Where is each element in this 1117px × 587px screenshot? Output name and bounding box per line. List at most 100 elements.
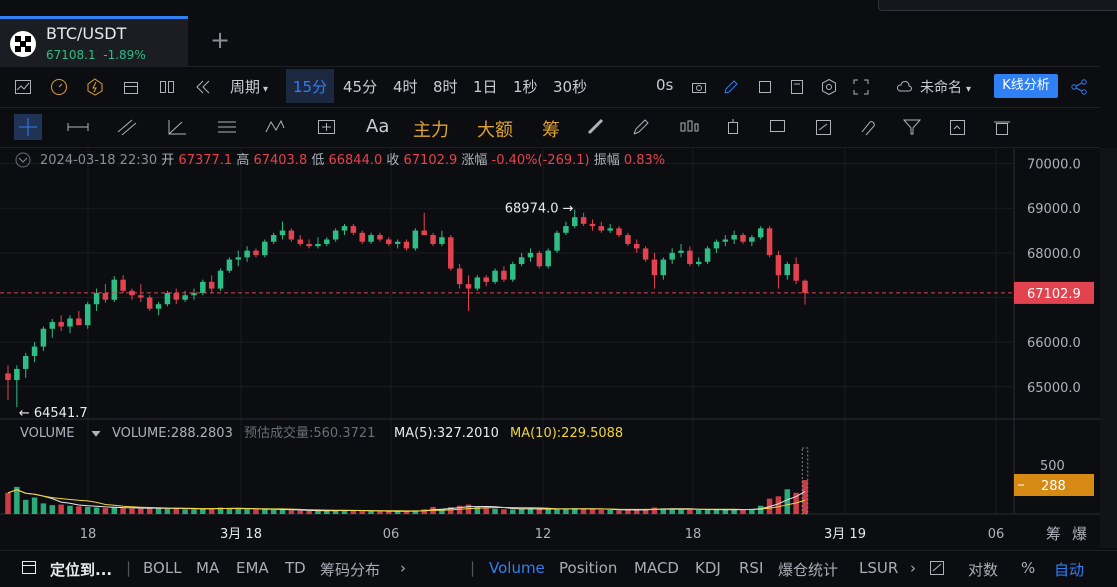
lightning-icon[interactable] <box>86 78 104 96</box>
candlestick-chart[interactable]: 70000.069000.068000.067000.066000.065000… <box>0 148 1100 548</box>
main-force-tool[interactable]: 主力 <box>413 120 449 141</box>
divider: | <box>470 559 476 577</box>
filter-icon[interactable] <box>902 118 922 136</box>
fullscreen-icon[interactable] <box>852 78 870 96</box>
candle-pattern-icon[interactable] <box>678 118 699 136</box>
sub-indicator-6[interactable]: LSUR <box>859 559 899 577</box>
candle-body <box>297 239 303 244</box>
volume-bar <box>510 509 516 514</box>
volume-bar <box>67 505 73 514</box>
indicator-1[interactable]: MA <box>196 559 220 577</box>
log-scale-toggle[interactable]: 对数 <box>968 561 999 579</box>
candle-body <box>40 328 47 347</box>
camera-icon[interactable] <box>690 78 708 96</box>
rewind-icon[interactable] <box>194 78 212 96</box>
cloud-icon[interactable] <box>896 78 914 96</box>
volume-bar <box>155 508 162 514</box>
volume-bar <box>5 492 11 514</box>
wave-tool-icon[interactable] <box>264 118 285 136</box>
tab-symbol: BTC/USDT <box>46 24 127 43</box>
interval-4h[interactable]: 4时 <box>393 78 418 96</box>
legend-part: 67377.1 <box>178 153 236 168</box>
measure-tool-icon[interactable] <box>316 118 335 136</box>
sync-icon[interactable] <box>948 118 966 136</box>
chips-tool[interactable]: 筹 <box>542 120 560 141</box>
sub-indicator-3[interactable]: KDJ <box>695 559 721 577</box>
interval-15m[interactable]: 15分 <box>293 78 328 96</box>
add-tab-button[interactable]: + <box>210 26 231 54</box>
brush-icon[interactable] <box>632 118 650 136</box>
candle-body <box>270 235 277 242</box>
volume-bar <box>394 511 401 514</box>
pencil-icon[interactable] <box>722 78 740 96</box>
calendar-icon[interactable] <box>122 78 140 96</box>
sub-indicator-4[interactable]: RSI <box>739 559 764 577</box>
locate-button[interactable]: 定位到... <box>50 561 113 579</box>
crosshair-tool[interactable] <box>14 114 42 140</box>
parallel-channel-icon[interactable] <box>116 118 137 136</box>
large-amount-tool[interactable]: 大额 <box>477 120 513 141</box>
time-tick-label: 06 <box>383 527 400 542</box>
indicator-0[interactable]: BOLL <box>143 559 182 577</box>
right-scrollbar[interactable] <box>1100 148 1117 548</box>
candle-body <box>76 318 82 326</box>
interval-30s[interactable]: 30秒 <box>553 78 588 96</box>
axis-corner-chips: 筹 <box>1046 525 1061 543</box>
chevron-right-icon[interactable]: › <box>400 559 406 577</box>
indicator-3[interactable]: TD <box>285 559 306 577</box>
chevron-right-icon[interactable]: › <box>910 559 916 577</box>
layout-icon[interactable] <box>158 78 176 96</box>
chart-type-icon[interactable] <box>14 78 32 96</box>
note-icon[interactable] <box>814 118 832 136</box>
percent-scale-toggle[interactable]: % <box>1021 559 1036 577</box>
callout-icon[interactable] <box>768 118 786 136</box>
kline-analysis-button[interactable]: K线分析 <box>994 74 1058 98</box>
period-selector[interactable]: 周期 ▾ <box>230 76 268 97</box>
chevron-down-icon: ▾ <box>966 84 972 95</box>
sub-indicator-1[interactable]: Position <box>559 559 618 577</box>
chevron-down-icon <box>18 157 28 163</box>
volume-bar <box>350 510 357 514</box>
text-tool[interactable]: Aa <box>366 116 390 137</box>
interval-1s[interactable]: 1秒 <box>513 78 538 96</box>
volume-bar <box>208 508 215 514</box>
indicator-4[interactable]: 筹码分布 <box>320 561 381 579</box>
candle-body <box>377 235 383 240</box>
price-tick-label: 69000.0 <box>1027 202 1081 217</box>
angle-tool-icon[interactable] <box>166 118 186 136</box>
candle-body <box>31 346 38 356</box>
auto-scale-toggle[interactable]: 自动 <box>1054 561 1085 579</box>
volume-bar <box>572 508 578 514</box>
ruler-icon[interactable] <box>586 118 604 136</box>
volume-bar <box>22 499 29 514</box>
timer-icon[interactable] <box>50 78 68 96</box>
sub-indicator-2[interactable]: MACD <box>634 559 679 577</box>
position-tool-icon[interactable] <box>724 118 742 136</box>
candle-body <box>784 264 791 276</box>
candle-body <box>146 297 153 309</box>
interval-8h[interactable]: 8时 <box>433 78 458 96</box>
layout-name-selector[interactable]: 未命名 ▾ <box>920 77 971 97</box>
price-tick-label: 70000.0 <box>1027 158 1081 173</box>
expand-icon[interactable] <box>756 78 774 96</box>
volume-badge-label: 288 <box>1041 479 1066 494</box>
trash-icon[interactable] <box>992 118 1010 136</box>
sub-indicator-5[interactable]: 爆仓统计 <box>778 561 839 579</box>
candle-body <box>421 230 427 236</box>
sub-indicator-0[interactable]: Volume <box>489 559 545 577</box>
window-controls-strip[interactable] <box>878 0 1117 11</box>
settings-icon[interactable] <box>820 78 838 96</box>
horizontal-line-icon[interactable] <box>66 118 89 136</box>
indicator-2[interactable]: EMA <box>236 559 269 577</box>
locate-calendar-icon[interactable] <box>20 558 38 576</box>
chevron-down-icon: ▾ <box>263 84 269 95</box>
interval-1d[interactable]: 1日 <box>473 78 498 96</box>
interval-45m[interactable]: 45分 <box>343 78 378 96</box>
volume-bar <box>40 503 47 514</box>
fib-lines-icon[interactable] <box>216 118 236 136</box>
edit-indicators-icon[interactable] <box>928 560 946 578</box>
calculator-icon[interactable] <box>788 78 806 96</box>
magnet-icon[interactable] <box>858 118 876 136</box>
candle-body <box>306 243 312 247</box>
share-icon[interactable] <box>1070 78 1088 96</box>
